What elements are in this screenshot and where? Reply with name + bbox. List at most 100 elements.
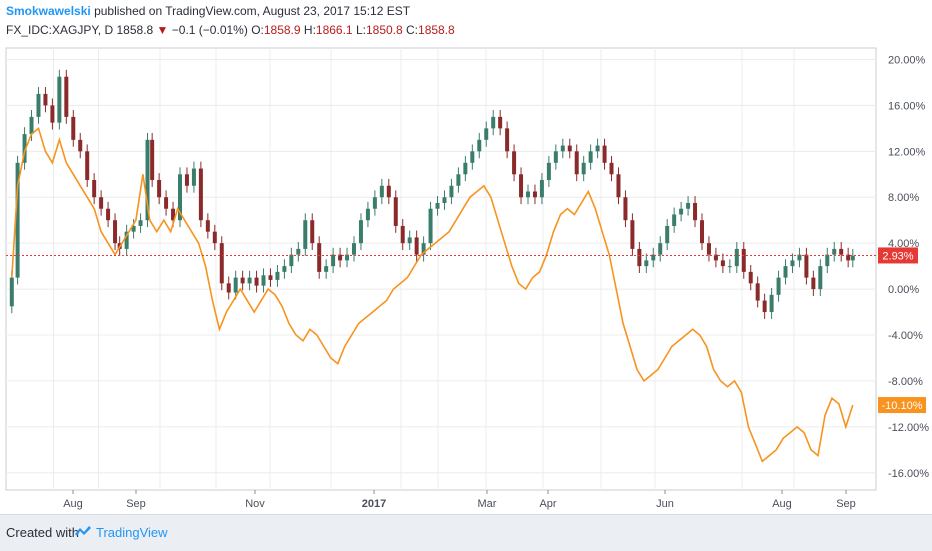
candle-body — [150, 139, 155, 181]
candle-body — [512, 151, 517, 175]
y-tick-label: 8.00% — [888, 192, 919, 204]
x-tick-label: Mar — [478, 498, 497, 510]
close-value: 1858.8 — [418, 23, 455, 37]
candle-body — [212, 231, 217, 244]
footer-bar: Created with TradingView — [0, 514, 932, 551]
chart-area[interactable]: 20.00% 16.00% 12.00% 8.00% 4.00% 0.00% -4.00% -… — [0, 44, 932, 514]
symbol-name: FX_IDC:XAGJPY, D — [6, 23, 114, 37]
candle-body — [700, 220, 704, 244]
candle-body — [769, 294, 774, 313]
y-tick-label: -8.00% — [888, 376, 923, 388]
candle-body — [428, 208, 433, 244]
candle-body — [338, 254, 343, 261]
candle-body — [372, 197, 377, 209]
candle-body — [379, 185, 384, 198]
x-tick-label: Sep — [126, 498, 146, 510]
candle-body — [839, 248, 844, 255]
last-price-badge — [878, 247, 918, 264]
published-text: published on TradingView.com, August 23,… — [94, 4, 411, 18]
candle-body — [282, 266, 287, 272]
candle-body — [832, 248, 837, 255]
candle-body — [157, 180, 162, 198]
candle-body — [36, 93, 41, 117]
candle-body — [581, 162, 586, 175]
compare-series-line — [11, 127, 854, 463]
candle-body — [797, 254, 802, 261]
compare-badge-label: -10.10% — [882, 400, 923, 412]
candle-body — [261, 275, 266, 286]
candle-body — [92, 180, 97, 198]
candle-body — [240, 277, 245, 284]
candle-body — [178, 174, 182, 221]
candle-body — [539, 180, 544, 198]
candle-body — [846, 254, 851, 261]
candle-body — [22, 134, 27, 163]
close-label: C: — [406, 23, 419, 37]
candle-body — [519, 174, 524, 198]
y-tick-label: 4.00% — [888, 238, 919, 250]
candle-body — [29, 116, 34, 135]
candle-body — [602, 145, 607, 163]
candle-body — [233, 277, 238, 293]
last-price: 1858.8 — [116, 23, 154, 37]
low-label: L: — [355, 23, 366, 37]
candle-body — [734, 248, 739, 267]
candle-body — [289, 254, 294, 267]
high-value: 1866.1 — [315, 23, 353, 37]
candle-body — [310, 220, 315, 244]
chart-header: Smokwawelski published on TradingView.co… — [0, 0, 932, 44]
compare-badge — [878, 397, 926, 414]
candle-body — [9, 277, 14, 307]
candle-body — [644, 260, 649, 267]
price-chart[interactable]: 20.00% 16.00% 12.00% 8.00% 4.00% 0.00% -4.00% -… — [0, 44, 932, 514]
candle-body — [783, 266, 788, 278]
x-tick-label: Aug — [63, 498, 83, 510]
x-tick-label: Jun — [656, 498, 674, 510]
candle-body — [574, 151, 579, 175]
candle-body — [776, 277, 781, 295]
tradingview-logo-icon — [75, 526, 91, 536]
candle-body — [198, 168, 203, 221]
candle-body — [720, 260, 725, 267]
candle-body — [352, 243, 356, 255]
author-link[interactable]: Smokwawelski — [6, 4, 91, 18]
candle-body — [463, 162, 468, 175]
candle-body — [386, 185, 391, 198]
down-arrow-icon: ▼ — [156, 23, 169, 37]
candle-body — [595, 145, 600, 152]
candle-body — [138, 220, 143, 226]
x-tick-label: Aug — [772, 498, 792, 510]
candle-body — [407, 237, 412, 244]
candle-body — [317, 243, 322, 272]
tradingview-brand-link[interactable]: TradingView — [96, 525, 168, 540]
candle-body — [78, 139, 83, 152]
y-tick-label: -4.00% — [888, 330, 923, 342]
candle-body — [748, 271, 753, 284]
open-label: O: — [251, 23, 264, 37]
candle-body — [43, 93, 48, 106]
candle-body — [124, 231, 129, 249]
candle-body — [247, 277, 252, 284]
candle-body — [414, 237, 419, 255]
candle-body — [296, 248, 301, 255]
candle-body — [672, 214, 677, 226]
candle-body — [275, 271, 280, 280]
low-value: 1850.8 — [365, 23, 403, 37]
created-with-text: Created with — [6, 525, 79, 540]
candle-body — [470, 151, 475, 163]
candle-body — [498, 116, 503, 129]
candle-body — [15, 162, 20, 278]
candle-body — [435, 202, 440, 209]
candle-body — [145, 139, 150, 221]
candle-body — [630, 220, 635, 249]
candle-body — [131, 225, 136, 232]
candle-body — [171, 208, 176, 221]
candle-body — [616, 174, 621, 198]
x-tick-label: Apr — [539, 498, 556, 510]
publish-line: Smokwawelski published on TradingView.co… — [6, 4, 410, 18]
candle-body — [825, 254, 830, 267]
candle-body — [254, 277, 259, 286]
candle-body — [205, 220, 210, 232]
price-change: −0.1 (−0.01%) — [171, 23, 248, 37]
candle-body — [623, 197, 628, 221]
